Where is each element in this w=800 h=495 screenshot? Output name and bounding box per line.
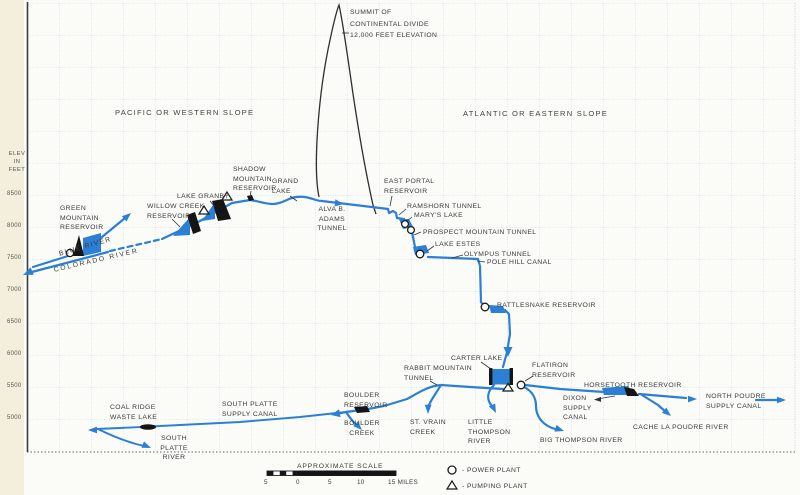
label-marys-lake: MARY'S LAKE	[414, 212, 464, 219]
scale-tick-0: 0	[296, 479, 300, 486]
scale-title: APPROXIMATE SCALE	[297, 463, 384, 470]
label-south-platte-river: SOUTH PLATTE RIVER	[160, 435, 188, 461]
label-st-vrain-creek: ST. VRAIN CREEK	[410, 419, 447, 436]
axis-tick-6000: 6000	[7, 351, 22, 357]
label-lake-estes: LAKE ESTES	[435, 241, 481, 248]
label-ramshorn-tunnel: RAMSHORN TUNNEL	[407, 203, 482, 210]
summit-label: SUMMIT OF CONTINENTAL DIVIDE 12,000 FEET…	[350, 9, 438, 39]
pumping-plant-markers	[197, 190, 515, 392]
axis-tick-7500: 7500	[7, 255, 22, 261]
label-rattlesnake-reservoir: RATTLESNAKE RESERVOIR	[497, 302, 596, 309]
axis-tick-5000: 5000	[7, 415, 22, 421]
label-shadow-mountain-reservoir: SHADOW MOUNTAIN RESERVOIR	[233, 166, 277, 192]
label-east-portal-reservoir: EAST PORTAL RESERVOIR	[384, 178, 435, 195]
label-grand-lake: GRAND LAKE	[272, 178, 299, 195]
label-pole-hill-canal: POLE HILL CANAL	[487, 259, 552, 266]
label-alva-b-adams-tunnel: ALVA B. ADAMS TUNNEL	[317, 206, 347, 232]
mountain-outline	[315, 2, 377, 215]
scale-tick-5-left: 5	[264, 479, 268, 486]
eastern-slope-label: ATLANTIC OR EASTERN SLOPE	[463, 109, 609, 118]
label-cache-la-poudre-river: CACHE LA POUDRE RIVER	[633, 424, 729, 431]
power-plant-markers	[65, 219, 526, 390]
label-coal-ridge-waste-lake: COAL RIDGE WASTE LAKE	[110, 404, 158, 421]
dam-markers	[73, 195, 639, 430]
scale-tick-15-miles: 15 MILES	[388, 479, 419, 486]
label-big-thompson-river: BIG THOMPSON RIVER	[540, 437, 623, 444]
label-prospect-mountain-tunnel: PROSPECT MOUNTAIN TUNNEL	[423, 229, 537, 236]
western-slope-label: PACIFIC OR WESTERN SLOPE	[115, 108, 255, 117]
axis-tick-8000: 8000	[7, 223, 22, 229]
scale-bar	[266, 470, 397, 476]
elevation-axis-header: ELEV IN FEET	[8, 151, 26, 173]
label-south-platte-supply-canal: SOUTH PLATTE SUPPLY CANAL	[222, 401, 278, 418]
legend-pumping-plant-label: - PUMPING PLANT	[462, 483, 528, 490]
legend-power-plant-label: - POWER PLANT	[462, 467, 521, 474]
label-horsetooth-reservoir: HORSETOOTH RESERVOIR	[584, 382, 682, 389]
scale-tick-5-right: 5	[328, 479, 332, 486]
label-boulder-creek: BOULDER CREEK	[344, 420, 380, 437]
label-carter-lake: CARTER LAKE	[451, 355, 503, 362]
label-little-thompson-river: LITTLE THOMPSON RIVER	[468, 419, 511, 445]
dixon-leader-arrowhead	[594, 396, 601, 402]
label-dixon-supply-canal: DIXON SUPPLY CANAL	[563, 395, 592, 421]
scan-edge-strip	[0, 0, 24, 495]
label-flatiron-reservoir: FLATIRON RESERVOIR	[532, 362, 576, 379]
legend-pumping-plant-icon	[445, 479, 459, 490]
label-north-poudre-supply-canal: NORTH POUDRE SUPPLY CANAL	[706, 393, 766, 410]
label-olympus-tunnel: OLYMPUS TUNNEL	[464, 251, 532, 258]
label-boulder-reservoir: BOULDER RESERVOIR	[344, 392, 388, 409]
label-green-mountain-reservoir: GREEN MOUNTAIN RESERVOIR	[60, 205, 104, 231]
legend-power-plant-icon	[447, 465, 457, 475]
label-willow-creek-reservoir: WILLOW CREEK RESERVOIR	[147, 203, 205, 220]
scale-tick-10: 10	[357, 479, 365, 486]
axis-tick-7000: 7000	[7, 287, 22, 293]
label-lake-granby: LAKE GRANBY	[177, 193, 230, 200]
label-rabbit-mountain-tunnel: RABBIT MOUNTAIN TUNNEL	[404, 365, 473, 382]
flow-arrows	[23, 199, 786, 448]
axis-tick-6500: 6500	[7, 319, 22, 325]
axis-tick-8500: 8500	[7, 191, 22, 197]
axis-tick-5500: 5500	[7, 383, 22, 389]
